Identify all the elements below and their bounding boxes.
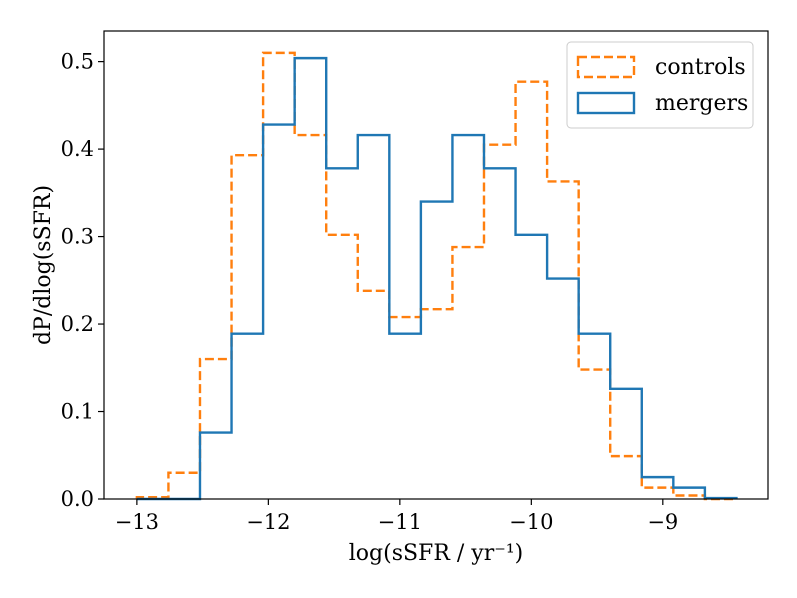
legend-swatch-controls bbox=[576, 55, 636, 79]
y-axis-ticks: 0.0 0.1 0.2 0.3 0.4 0.5 bbox=[61, 50, 104, 511]
legend-label-mergers: mergers bbox=[655, 91, 748, 116]
y-tick-label: 0.3 bbox=[61, 225, 94, 249]
legend-label-controls: controls bbox=[655, 55, 746, 80]
x-axis-ticks: −13 −12 −11 −10 −9 bbox=[115, 499, 678, 534]
x-axis-label: log(sSFR / yr⁻¹) bbox=[349, 541, 524, 566]
x-tick-label: −13 bbox=[115, 510, 159, 534]
legend: controls mergers bbox=[566, 41, 754, 129]
y-tick-label: 0.2 bbox=[61, 312, 94, 336]
legend-swatch-mergers bbox=[576, 91, 636, 115]
plot-frame bbox=[103, 30, 769, 500]
y-tick-label: 0.0 bbox=[61, 487, 94, 511]
y-tick-label: 0.1 bbox=[61, 400, 94, 424]
y-axis-label: dP/dlog(sSFR) bbox=[31, 185, 56, 345]
x-tick-label: −9 bbox=[647, 510, 678, 534]
x-tick-label: −10 bbox=[509, 510, 553, 534]
y-tick-label: 0.5 bbox=[61, 50, 94, 74]
y-tick-label: 0.4 bbox=[61, 137, 94, 161]
plot-marks bbox=[135, 51, 738, 501]
histogram-step-line-mergers bbox=[136, 56, 738, 501]
x-tick-label: −11 bbox=[378, 510, 422, 534]
legend-box bbox=[566, 41, 754, 129]
series-mergers bbox=[136, 56, 738, 501]
x-tick-label: −12 bbox=[246, 510, 290, 534]
